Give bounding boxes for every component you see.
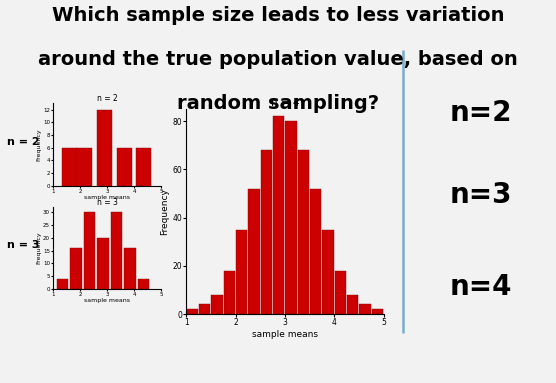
Bar xyxy=(76,148,92,186)
Bar xyxy=(298,150,309,314)
Bar xyxy=(249,189,260,314)
Bar xyxy=(310,189,321,314)
X-axis label: sample means: sample means xyxy=(84,195,130,200)
Bar xyxy=(224,271,235,314)
Bar xyxy=(117,148,132,186)
Text: n=4: n=4 xyxy=(450,273,512,301)
Bar xyxy=(273,116,285,314)
Bar xyxy=(136,148,151,186)
Bar xyxy=(372,309,383,314)
Bar xyxy=(285,121,297,314)
Bar xyxy=(236,230,247,314)
Text: Which sample size leads to less variation: Which sample size leads to less variatio… xyxy=(52,6,504,25)
X-axis label: sample means: sample means xyxy=(84,298,130,303)
Bar xyxy=(84,212,95,289)
Bar xyxy=(97,238,108,289)
Text: n=3: n=3 xyxy=(450,181,512,210)
Bar xyxy=(211,295,223,314)
Bar xyxy=(70,248,82,289)
Bar xyxy=(97,110,112,186)
Text: around the true population value, based on: around the true population value, based … xyxy=(38,50,518,69)
Y-axis label: Frequency: Frequency xyxy=(37,128,42,161)
Bar xyxy=(138,279,150,289)
X-axis label: sample means: sample means xyxy=(252,330,318,339)
Bar xyxy=(62,148,77,186)
Bar xyxy=(57,279,68,289)
Bar xyxy=(322,230,334,314)
Title: n = 4: n = 4 xyxy=(271,98,299,108)
Bar xyxy=(347,295,359,314)
Text: n = 2: n = 2 xyxy=(7,137,39,147)
Bar xyxy=(360,304,371,314)
Bar xyxy=(261,150,272,314)
Text: n = 3: n = 3 xyxy=(7,240,39,250)
Bar xyxy=(111,212,122,289)
Y-axis label: Frequency: Frequency xyxy=(37,232,42,264)
Y-axis label: Frequency: Frequency xyxy=(161,188,170,235)
Bar xyxy=(335,271,346,314)
Title: n = 3: n = 3 xyxy=(97,198,117,207)
Bar xyxy=(199,304,210,314)
Title: n = 2: n = 2 xyxy=(97,94,117,103)
Text: n=2: n=2 xyxy=(450,99,512,127)
Bar xyxy=(125,248,136,289)
Text: random sampling?: random sampling? xyxy=(177,94,379,113)
Bar xyxy=(187,309,198,314)
